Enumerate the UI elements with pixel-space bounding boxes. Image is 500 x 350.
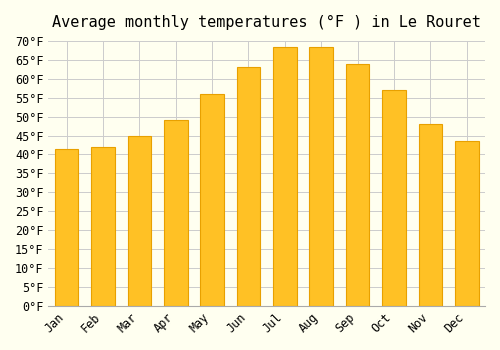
Bar — [128, 135, 151, 306]
Bar — [310, 47, 333, 306]
Bar — [273, 47, 296, 306]
Bar — [164, 120, 188, 306]
Bar — [382, 90, 406, 306]
Bar — [346, 64, 370, 306]
Title: Average monthly temperatures (°F ) in Le Rouret: Average monthly temperatures (°F ) in Le… — [52, 15, 481, 30]
Bar — [418, 124, 442, 306]
Bar — [236, 68, 260, 306]
Bar — [455, 141, 478, 306]
Bar — [91, 147, 115, 306]
Bar — [54, 149, 78, 306]
Bar — [200, 94, 224, 306]
